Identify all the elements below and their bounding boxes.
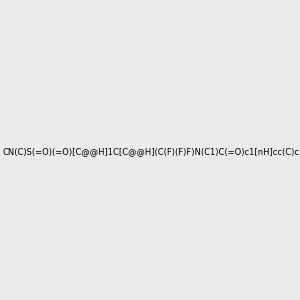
- Text: CN(C)S(=O)(=O)[C@@H]1C[C@@H](C(F)(F)F)N(C1)C(=O)c1[nH]cc(C)c1: CN(C)S(=O)(=O)[C@@H]1C[C@@H](C(F)(F)F)N(…: [3, 147, 300, 156]
